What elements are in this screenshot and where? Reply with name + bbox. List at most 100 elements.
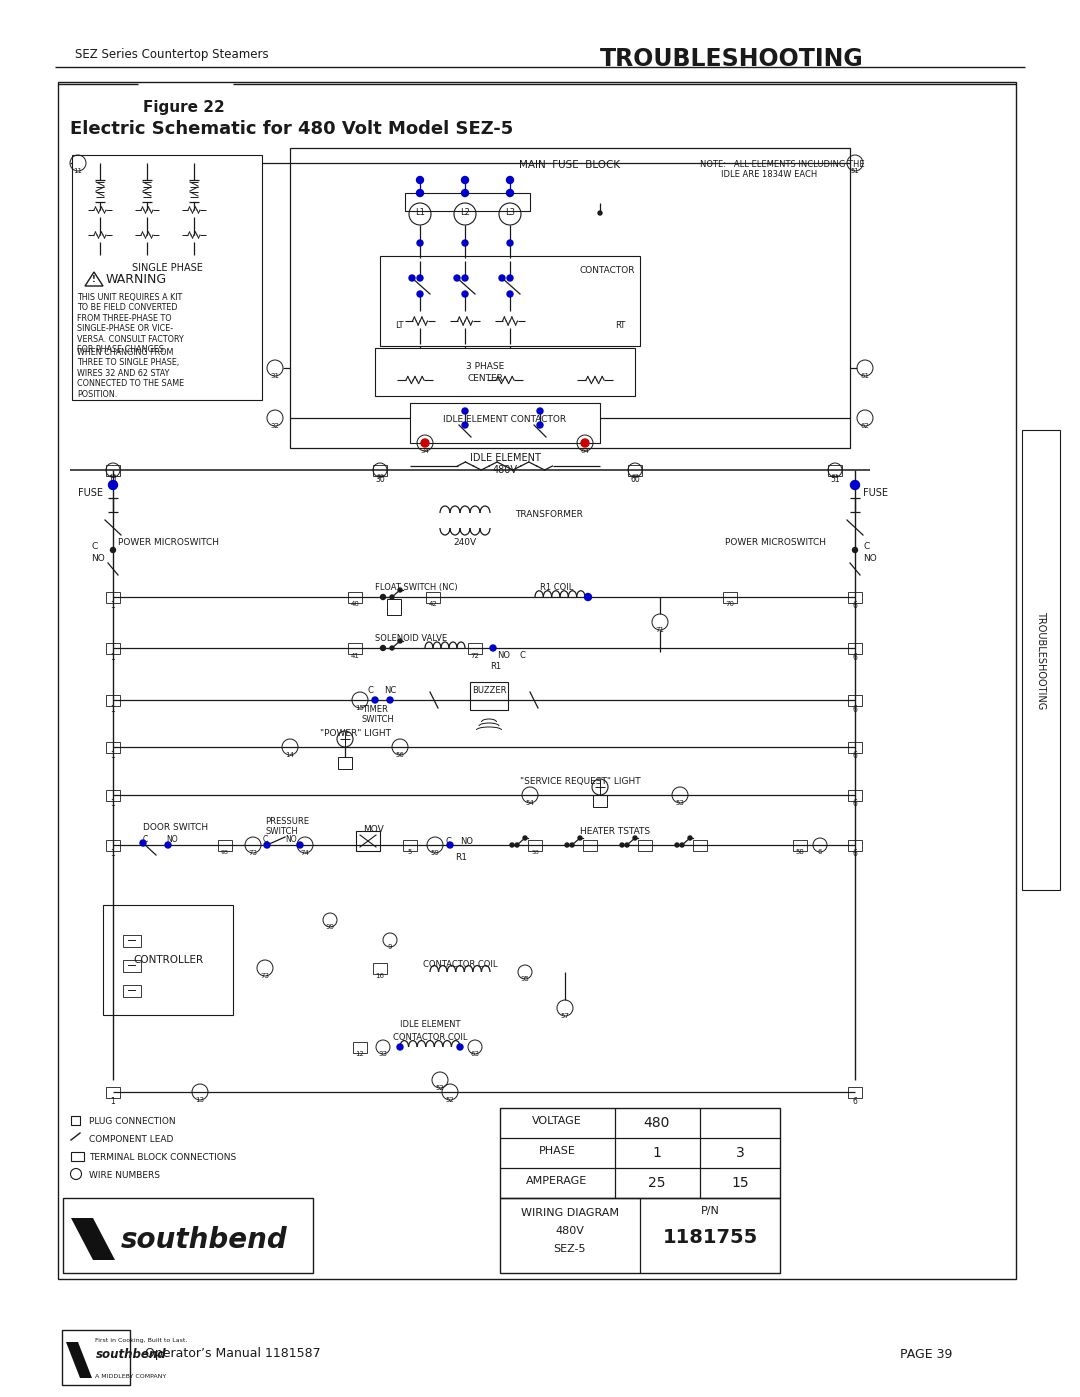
Bar [593,795,607,807]
Bar [373,464,387,475]
Bar [356,831,380,851]
Bar [470,682,508,710]
Text: IDLE ELEMENT: IDLE ELEMENT [400,1020,460,1030]
Text: SOLENOID VALVE: SOLENOID VALVE [375,634,447,643]
Text: 34: 34 [420,448,430,454]
Text: 56: 56 [395,752,404,757]
Bar [500,1108,780,1199]
Text: 1: 1 [652,1146,661,1160]
Text: !: ! [92,275,96,285]
Bar [723,591,737,602]
Text: 59: 59 [431,849,440,856]
Text: 72: 72 [471,652,480,658]
Text: C: C [863,542,869,550]
Text: FUSE: FUSE [78,488,103,497]
Text: 62: 62 [861,423,869,429]
Bar [426,591,440,602]
Circle shape [507,240,513,246]
Text: 1: 1 [110,652,116,662]
Circle shape [851,481,860,489]
Bar [848,591,862,602]
Text: THIS UNIT REQUIRES A KIT
TO BE FIELD CONVERTED
FROM THREE-PHASE TO
SINGLE-PHASE : THIS UNIT REQUIRES A KIT TO BE FIELD CON… [77,293,184,353]
Text: HEATER TSTATS: HEATER TSTATS [580,827,650,835]
Text: WARNING: WARNING [106,272,167,286]
Text: C: C [519,651,526,659]
Text: 6: 6 [852,652,858,662]
Text: CONTROLLER: CONTROLLER [133,956,203,965]
Text: PLUG CONNECTION: PLUG CONNECTION [89,1118,176,1126]
Bar [405,193,530,211]
Text: 58: 58 [796,849,805,855]
Bar [848,694,862,705]
Text: MOV: MOV [363,826,383,834]
Text: C: C [445,837,450,847]
Bar [106,643,120,654]
Text: First in Cooking, Built to Last.: First in Cooking, Built to Last. [95,1338,187,1343]
Text: 5: 5 [408,849,413,855]
Text: NC: NC [384,686,396,694]
Text: 70: 70 [726,602,734,608]
Circle shape [380,595,386,599]
Text: 6: 6 [852,1097,858,1105]
Text: R1: R1 [490,662,501,671]
Polygon shape [71,1218,114,1260]
Text: 15: 15 [731,1176,748,1190]
Circle shape [397,1044,403,1051]
Circle shape [462,408,468,414]
Circle shape [688,835,692,840]
Text: "SERVICE REQUEST" LIGHT: "SERVICE REQUEST" LIGHT [519,777,640,787]
Text: NO: NO [285,835,297,844]
Text: 240V: 240V [454,538,476,548]
Circle shape [387,697,393,703]
Circle shape [110,548,116,552]
Circle shape [421,439,429,447]
Text: 1181755: 1181755 [662,1228,758,1248]
Circle shape [598,211,602,215]
Text: 61: 61 [861,373,869,379]
Circle shape [461,190,469,197]
Text: 13: 13 [195,1097,204,1102]
Circle shape [537,422,543,427]
Circle shape [447,842,453,848]
Circle shape [399,588,402,592]
Circle shape [165,842,171,848]
Text: COMPONENT LEAD: COMPONENT LEAD [89,1134,174,1144]
Text: WIRING DIAGRAM: WIRING DIAGRAM [521,1208,619,1218]
Bar [500,1199,780,1273]
Text: 73: 73 [260,972,270,979]
Text: 63: 63 [471,1051,480,1058]
Text: PAGE 39: PAGE 39 [900,1348,953,1361]
Bar [793,840,807,851]
Text: SEZ Series Countertop Steamers: SEZ Series Countertop Steamers [75,47,269,61]
Text: 14: 14 [285,752,295,757]
Circle shape [510,842,514,847]
Text: 51: 51 [832,474,839,479]
Text: 30: 30 [376,474,383,479]
Text: 99: 99 [325,925,335,930]
Text: MAIN  FUSE  BLOCK: MAIN FUSE BLOCK [519,161,621,170]
Bar [62,1330,130,1384]
Bar [638,840,652,851]
Circle shape [462,291,468,298]
Circle shape [417,190,423,197]
Bar [106,591,120,602]
Text: C: C [91,542,97,550]
Circle shape [399,638,402,643]
Circle shape [417,291,423,298]
Bar [373,963,387,974]
Text: 11: 11 [108,475,118,483]
Text: 53: 53 [676,800,685,806]
Text: 52: 52 [435,1085,444,1091]
Circle shape [417,240,423,246]
Text: 6: 6 [852,752,858,760]
Bar [106,464,120,475]
Text: SINGLE PHASE: SINGLE PHASE [132,263,202,272]
Text: 11: 11 [109,474,117,479]
Text: R1 COIL: R1 COIL [540,583,573,592]
Polygon shape [66,1343,92,1377]
Text: L2: L2 [460,208,470,217]
Circle shape [409,275,415,281]
Text: 58: 58 [531,849,539,855]
Circle shape [417,275,423,281]
Circle shape [570,842,573,847]
